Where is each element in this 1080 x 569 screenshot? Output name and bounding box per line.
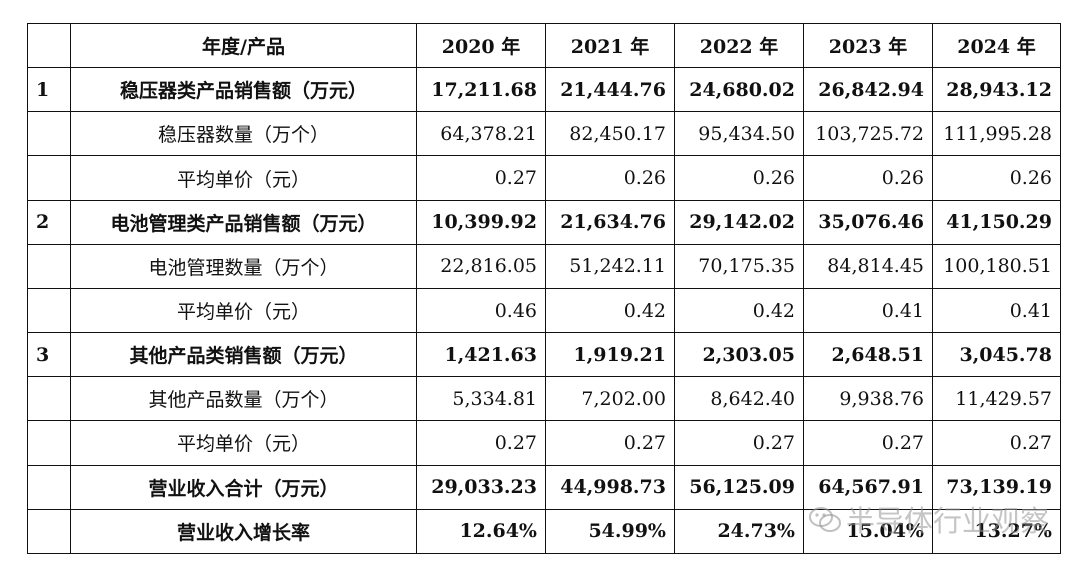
value-cell: 13.27% xyxy=(932,508,1061,555)
table-row: 平均单价（元） 0.27 0.27 0.27 0.27 0.27 xyxy=(27,420,1061,466)
header-year-cell: 2022 年 xyxy=(674,22,804,69)
row-index-cell xyxy=(27,243,71,289)
table-row: 稳压器数量（万个） 64,378.21 82,450.17 95,434.50 103,… xyxy=(27,111,1061,157)
value-cell: 8,642.40 xyxy=(674,376,804,422)
value-cell: 7,202.00 xyxy=(545,376,675,422)
row-index-cell: 1 xyxy=(27,67,71,113)
value-cell: 22,816.05 xyxy=(416,243,546,289)
table-row: 3 其他产品类销售额（万元） 1,421.63 1,919.21 2,303.05 2,6… xyxy=(27,332,1061,378)
value-cell: 11,429.57 xyxy=(932,376,1061,422)
value-cell: 24,680.02 xyxy=(674,67,804,113)
value-cell: 0.27 xyxy=(545,420,675,466)
value-cell: 111,995.28 xyxy=(932,111,1061,157)
value-cell: 0.42 xyxy=(545,287,675,334)
value-cell: 0.27 xyxy=(674,420,804,466)
value-cell: 21,444.76 xyxy=(545,67,675,113)
value-cell: 0.26 xyxy=(545,155,675,201)
value-cell: 51,242.11 xyxy=(545,243,675,289)
value-cell: 0.27 xyxy=(416,420,546,466)
row-label-cell: 电池管理类产品销售额（万元） xyxy=(70,199,417,245)
value-cell: 0.26 xyxy=(674,155,804,201)
value-cell: 41,150.29 xyxy=(932,199,1061,245)
row-index-cell xyxy=(27,376,71,422)
row-label-cell: 稳压器类产品销售额（万元） xyxy=(70,67,417,113)
value-cell: 5,334.81 xyxy=(416,376,546,422)
table-body: 年度/产品 2020 年 2021 年 2022 年 2023 年 2024 年… xyxy=(27,22,1061,555)
row-index-cell xyxy=(27,464,71,510)
value-cell: 0.27 xyxy=(932,420,1061,466)
value-cell: 1,919.21 xyxy=(545,332,675,378)
value-cell: 0.26 xyxy=(803,155,933,201)
value-cell: 64,567.91 xyxy=(803,464,933,510)
value-cell: 9,938.76 xyxy=(803,376,933,422)
value-cell: 95,434.50 xyxy=(674,111,804,157)
value-cell: 35,076.46 xyxy=(803,199,933,245)
row-label-cell: 平均单价（元） xyxy=(70,287,417,334)
table-row: 营业收入增长率 12.64% 54.99% 24.73% 15.04% 13.27% xyxy=(27,508,1061,555)
row-label-cell: 其他产品类销售额（万元） xyxy=(70,332,417,378)
value-cell: 103,725.72 xyxy=(803,111,933,157)
value-cell: 64,378.21 xyxy=(416,111,546,157)
row-label-cell: 营业收入合计（万元） xyxy=(70,464,417,510)
value-cell: 2,648.51 xyxy=(803,332,933,378)
header-label-cell: 年度/产品 xyxy=(70,22,417,69)
value-cell: 0.46 xyxy=(416,287,546,334)
value-cell: 24.73% xyxy=(674,508,804,555)
value-cell: 12.64% xyxy=(416,508,546,555)
table-row: 电池管理数量（万个） 22,816.05 51,242.11 70,175.35 84,… xyxy=(27,243,1061,289)
row-label-cell: 平均单价（元） xyxy=(70,420,417,466)
table-header-row: 年度/产品 2020 年 2021 年 2022 年 2023 年 2024 年 xyxy=(27,22,1061,69)
value-cell: 21,634.76 xyxy=(545,199,675,245)
value-cell: 3,045.78 xyxy=(932,332,1061,378)
value-cell: 0.26 xyxy=(932,155,1061,201)
row-index-cell: 2 xyxy=(27,199,71,245)
value-cell: 0.42 xyxy=(674,287,804,334)
header-index-cell xyxy=(27,22,71,69)
value-cell: 15.04% xyxy=(803,508,933,555)
value-cell: 29,142.02 xyxy=(674,199,804,245)
table-row: 1 稳压器类产品销售额（万元） 17,211.68 21,444.76 24,680.0… xyxy=(27,67,1061,113)
row-index-cell: 3 xyxy=(27,332,71,378)
value-cell: 0.27 xyxy=(416,155,546,201)
row-label-cell: 营业收入增长率 xyxy=(70,508,417,555)
row-label-cell: 电池管理数量（万个） xyxy=(70,243,417,289)
value-cell: 26,842.94 xyxy=(803,67,933,113)
header-year-cell: 2021 年 xyxy=(545,22,675,69)
value-cell: 0.27 xyxy=(803,420,933,466)
value-cell: 2,303.05 xyxy=(674,332,804,378)
table-row: 平均单价（元） 0.46 0.42 0.42 0.41 0.41 xyxy=(27,287,1061,334)
value-cell: 54.99% xyxy=(545,508,675,555)
header-year-cell: 2020 年 xyxy=(416,22,546,69)
table-row: 其他产品数量（万个） 5,334.81 7,202.00 8,642.40 9,938.… xyxy=(27,376,1061,422)
value-cell: 0.41 xyxy=(932,287,1061,334)
value-cell: 17,211.68 xyxy=(416,67,546,113)
table-row: 2 电池管理类产品销售额（万元） 10,399.92 21,634.76 29,142.… xyxy=(27,199,1061,245)
row-label-cell: 稳压器数量（万个） xyxy=(70,111,417,157)
table-row: 平均单价（元） 0.27 0.26 0.26 0.26 0.26 xyxy=(27,155,1061,201)
row-index-cell xyxy=(27,111,71,157)
header-year-cell: 2023 年 xyxy=(803,22,933,69)
value-cell: 28,943.12 xyxy=(932,67,1061,113)
row-index-cell xyxy=(27,155,71,201)
table-row: 营业收入合计（万元） 29,033.23 44,998.73 56,125.09 64,… xyxy=(27,464,1061,510)
value-cell: 29,033.23 xyxy=(416,464,546,510)
value-cell: 56,125.09 xyxy=(674,464,804,510)
financial-table: 年度/产品 2020 年 2021 年 2022 年 2023 年 2024 年… xyxy=(27,22,1061,555)
row-label-cell: 平均单价（元） xyxy=(70,155,417,201)
value-cell: 100,180.51 xyxy=(932,243,1061,289)
value-cell: 1,421.63 xyxy=(416,332,546,378)
row-label-cell: 其他产品数量（万个） xyxy=(70,376,417,422)
value-cell: 0.41 xyxy=(803,287,933,334)
value-cell: 70,175.35 xyxy=(674,243,804,289)
value-cell: 44,998.73 xyxy=(545,464,675,510)
row-index-cell xyxy=(27,287,71,334)
row-index-cell xyxy=(27,508,71,555)
row-index-cell xyxy=(27,420,71,466)
header-year-cell: 2024 年 xyxy=(932,22,1061,69)
value-cell: 82,450.17 xyxy=(545,111,675,157)
value-cell: 84,814.45 xyxy=(803,243,933,289)
value-cell: 10,399.92 xyxy=(416,199,546,245)
value-cell: 73,139.19 xyxy=(932,464,1061,510)
